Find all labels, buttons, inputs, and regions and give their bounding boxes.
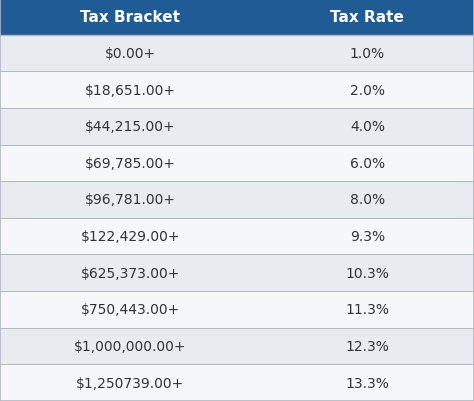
Text: $1,000,000.00+: $1,000,000.00+: [74, 339, 187, 353]
Text: 9.3%: 9.3%: [350, 229, 385, 243]
Bar: [261, 72, 474, 109]
Bar: [261, 182, 474, 218]
Bar: [0, 328, 261, 365]
Text: Tax Rate: Tax Rate: [330, 10, 404, 25]
Bar: [261, 255, 474, 292]
Text: 12.3%: 12.3%: [346, 339, 389, 353]
Bar: [261, 292, 474, 328]
Bar: [261, 218, 474, 255]
Text: $750,443.00+: $750,443.00+: [81, 303, 180, 317]
Text: 6.0%: 6.0%: [350, 156, 385, 170]
Bar: [0, 0, 261, 35]
Bar: [0, 109, 261, 145]
Text: 2.0%: 2.0%: [350, 83, 385, 97]
Bar: [0, 365, 261, 401]
Text: 1.0%: 1.0%: [350, 47, 385, 61]
Text: 8.0%: 8.0%: [350, 193, 385, 207]
Text: 4.0%: 4.0%: [350, 120, 385, 134]
Bar: [0, 145, 261, 182]
Text: $18,651.00+: $18,651.00+: [85, 83, 176, 97]
Bar: [0, 292, 261, 328]
Bar: [261, 365, 474, 401]
Text: $122,429.00+: $122,429.00+: [81, 229, 180, 243]
Text: $44,215.00+: $44,215.00+: [85, 120, 176, 134]
Bar: [0, 218, 261, 255]
Bar: [0, 182, 261, 218]
Text: $0.00+: $0.00+: [105, 47, 156, 61]
Text: $1,250739.00+: $1,250739.00+: [76, 376, 184, 390]
Bar: [0, 255, 261, 292]
Text: $69,785.00+: $69,785.00+: [85, 156, 176, 170]
Text: 13.3%: 13.3%: [346, 376, 389, 390]
Bar: [261, 0, 474, 35]
Text: Tax Bracket: Tax Bracket: [81, 10, 180, 25]
Bar: [261, 109, 474, 145]
Bar: [0, 72, 261, 109]
Bar: [261, 145, 474, 182]
Bar: [261, 328, 474, 365]
Text: 11.3%: 11.3%: [346, 303, 389, 317]
Text: 10.3%: 10.3%: [346, 266, 389, 280]
Text: $625,373.00+: $625,373.00+: [81, 266, 180, 280]
Bar: [261, 35, 474, 72]
Bar: [0, 35, 261, 72]
Text: $96,781.00+: $96,781.00+: [85, 193, 176, 207]
